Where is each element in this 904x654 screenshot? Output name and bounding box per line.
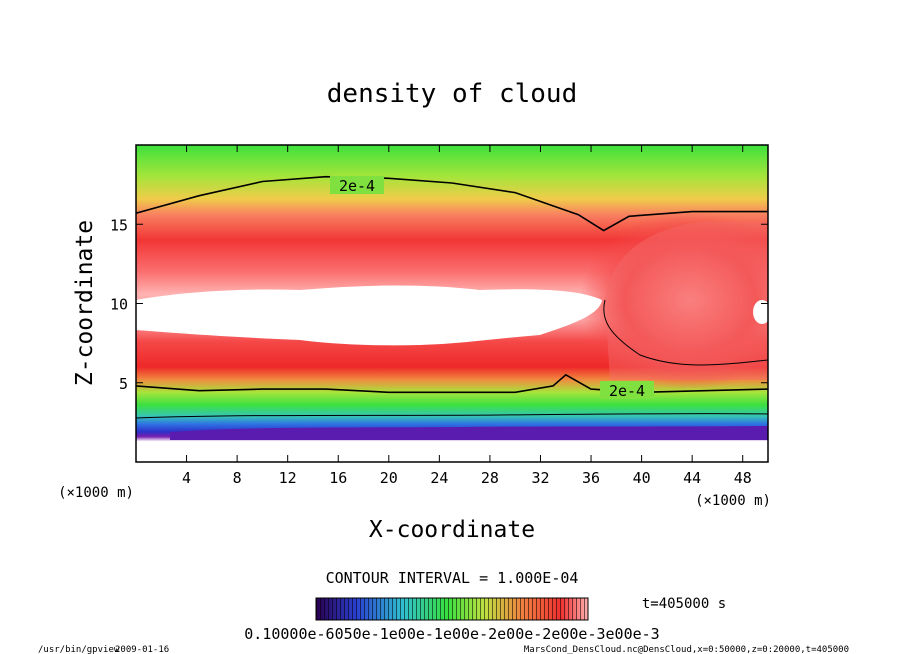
footer-program: /usr/bin/gpview	[38, 645, 120, 654]
colorbar-frame	[315, 597, 589, 621]
x-tick-label: 40	[633, 469, 651, 487]
x-tick-label: 20	[380, 469, 398, 487]
upper-contour-label: 2e-4	[339, 177, 375, 195]
right-cloud-shading	[605, 222, 768, 380]
x-unit-right: (×1000 m)	[695, 493, 771, 509]
y-axis-label: Z-coordinate	[72, 220, 98, 386]
x-tick-label: 24	[430, 469, 448, 487]
saturated-spot-right	[753, 300, 768, 324]
colorbar-levels	[316, 598, 588, 620]
contour-interval: CONTOUR INTERVAL = 1.000E-04	[326, 569, 579, 587]
x-tick-label: 28	[481, 469, 499, 487]
x-tick-label: 12	[279, 469, 297, 487]
x-tick-label: 32	[531, 469, 549, 487]
x-tick-label: 8	[233, 469, 242, 487]
footer-date: 2009-01-16	[115, 645, 169, 654]
upper-contour-label-bg	[330, 176, 384, 194]
x-tick-label: 36	[582, 469, 600, 487]
x-axis: 4 8 12 16 20 24 28 32 36 40 44 48	[182, 145, 752, 487]
chart-title: density of cloud	[327, 79, 577, 109]
y-tick-label: 5	[119, 375, 128, 393]
lower-contour-label: 2e-4	[609, 382, 645, 400]
x-tick-label: 48	[734, 469, 752, 487]
colorbar-labels: 0.10000e-6050e-1e00e-1e00e-2e00e-2e00e-3…	[244, 625, 659, 643]
right-cloud-lobe	[580, 210, 768, 390]
x-tick-label: 16	[329, 469, 347, 487]
saturated-region	[136, 285, 602, 346]
x-tick-label: 44	[683, 469, 701, 487]
footer-source: MarsCond_DensCloud.nc@DensCloud,x=0:5000…	[524, 645, 849, 654]
inner-contour-line	[603, 299, 768, 366]
upper-contour-line	[136, 175, 768, 232]
base-contour-line	[136, 413, 768, 419]
x-axis-label: X-coordinate	[369, 517, 535, 543]
x-unit-left: (×1000 m)	[58, 485, 134, 501]
y-axis: 5 10 15	[110, 216, 768, 393]
x-tick-label: 4	[182, 469, 191, 487]
base-band	[170, 426, 768, 440]
y-tick-label: 10	[110, 296, 128, 314]
density-field	[136, 145, 768, 462]
lower-contour-label-bg	[600, 381, 654, 399]
y-tick-label: 15	[110, 216, 128, 234]
time-label: t=405000 s	[642, 596, 726, 612]
